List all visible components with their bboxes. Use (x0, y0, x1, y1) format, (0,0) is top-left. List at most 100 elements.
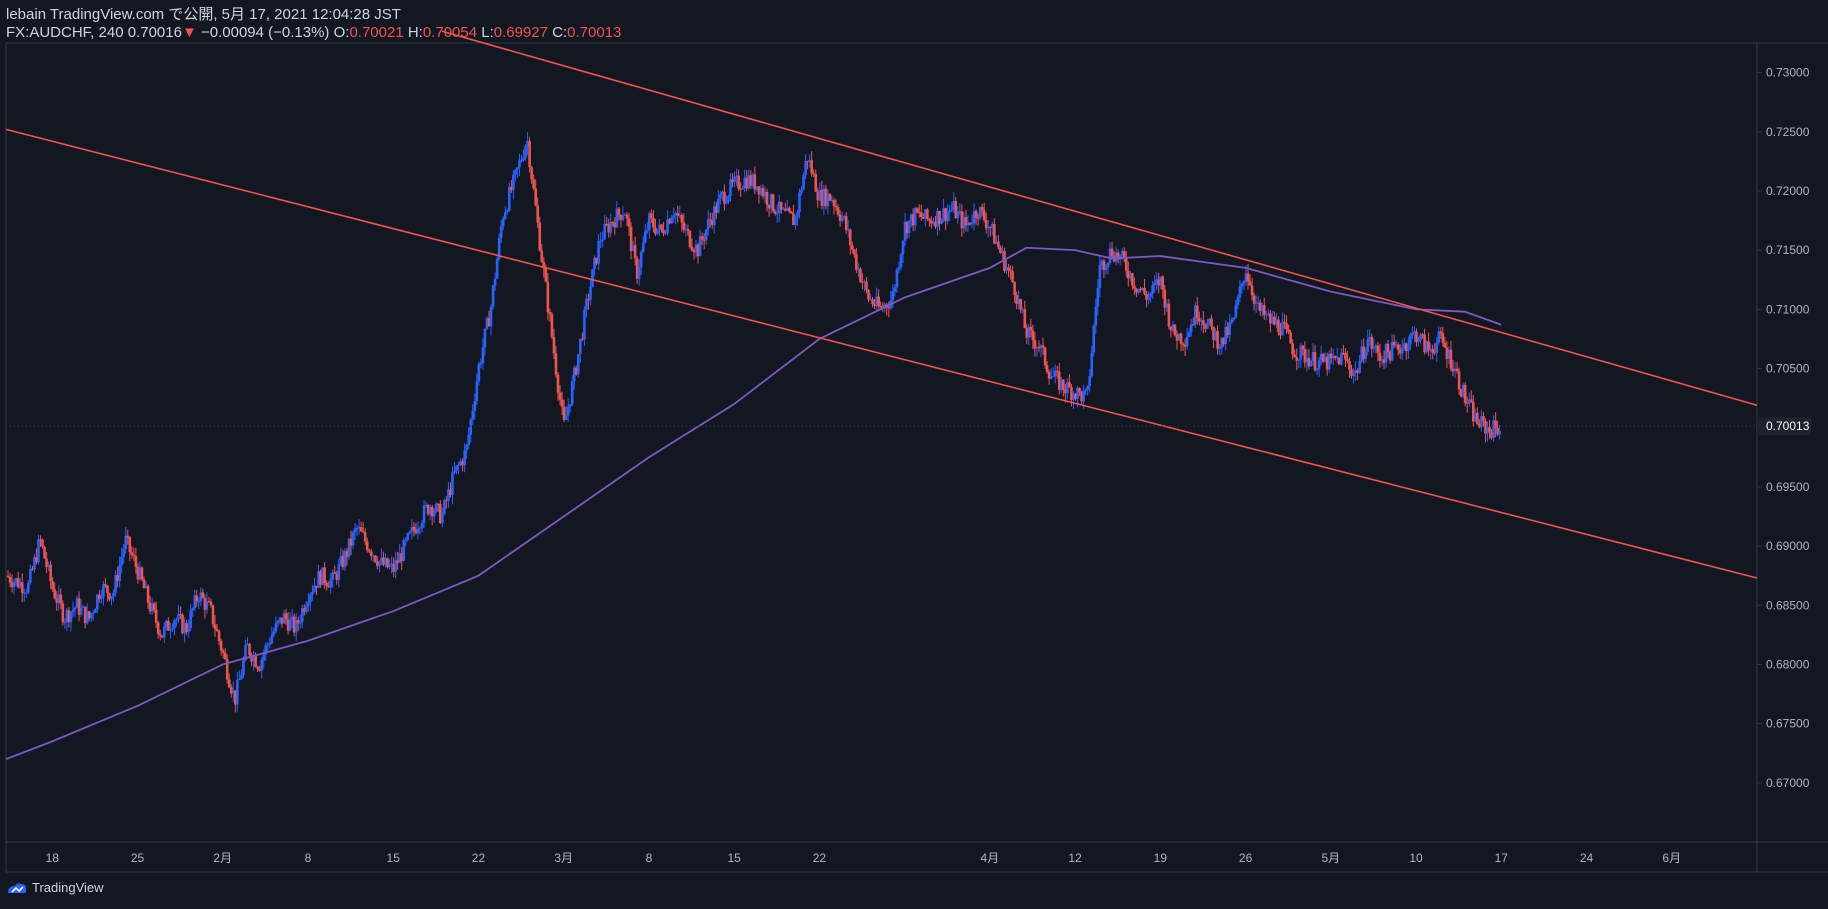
candle-body (579, 338, 582, 355)
candle-body (114, 575, 117, 593)
price-axis[interactable]: 0.73000 0.72500 0.72000 0.71500 0.71000 0.705… (1757, 66, 1811, 790)
candle-body (1283, 321, 1286, 324)
candle-body (100, 597, 103, 600)
candle-body (1315, 369, 1319, 371)
candle-body (378, 561, 381, 567)
candle-body (1305, 358, 1309, 363)
candle-body (745, 177, 749, 189)
x-tick-label: 15 (387, 851, 401, 865)
candle-body (607, 224, 611, 233)
candle-body (690, 246, 694, 251)
candle-body (1425, 341, 1428, 353)
x-tick-label: 24 (1580, 851, 1594, 865)
candle-body (329, 579, 333, 588)
candle-body (879, 306, 882, 308)
candle-body (1009, 270, 1012, 272)
candle-body (1471, 401, 1475, 422)
footer-brand[interactable]: TradingView (6, 880, 104, 895)
candle-body (891, 291, 895, 301)
candle-body (185, 623, 188, 632)
candle-body (394, 560, 397, 572)
candle-body (899, 254, 903, 268)
candle-body (930, 220, 933, 224)
candle-body (1003, 250, 1006, 271)
candle-body (988, 227, 992, 229)
candle-body (917, 212, 921, 214)
candle-body (380, 557, 383, 562)
candle-body (1465, 402, 1469, 404)
candle-body (1382, 359, 1386, 363)
candle-body (497, 237, 501, 260)
candle-body (564, 415, 568, 420)
candle-body (1114, 252, 1118, 262)
candle-body (1005, 267, 1008, 271)
candle-body (309, 594, 312, 603)
candle-body (331, 572, 335, 580)
candle-body (1108, 248, 1112, 263)
time-axis[interactable]: 18 25 2月 8 15 22 3月 8 15 22 4月 12 19 26 5月 10 17 24 6月 (46, 851, 1682, 865)
candle-body (871, 299, 874, 305)
candle-body (1137, 288, 1140, 293)
candle-body (1228, 322, 1232, 335)
candle-body (475, 381, 479, 401)
candle-body (954, 201, 958, 219)
candle-body (865, 281, 868, 291)
candle-body (1390, 341, 1394, 361)
candle-body (1478, 424, 1481, 428)
candle-body (715, 206, 718, 213)
candle-body (1104, 267, 1108, 271)
candle-body (1313, 352, 1317, 371)
candle-body (966, 222, 970, 226)
candle-body (1019, 298, 1023, 310)
candle-body (948, 210, 951, 212)
candle-body (447, 489, 450, 502)
candle-body (950, 209, 954, 211)
candle-body (767, 204, 771, 209)
x-tick-label: 22 (813, 851, 827, 865)
candle-body (1098, 265, 1102, 289)
candle-body (272, 631, 276, 636)
candle-body (1447, 349, 1451, 359)
candle-body (814, 173, 818, 192)
candle-body (646, 229, 649, 232)
candle-body (286, 619, 290, 631)
candle-body (14, 578, 18, 582)
candle-body (1068, 382, 1071, 388)
candle-body (609, 222, 613, 233)
candle-body (39, 539, 42, 541)
candle-body (1053, 370, 1057, 377)
candle-body (81, 606, 85, 608)
candle-body (355, 527, 359, 529)
candle-body (1301, 345, 1305, 350)
candle-body (173, 620, 176, 629)
candle-body (203, 597, 207, 610)
candle-body (1027, 326, 1031, 338)
candle-body (796, 211, 799, 217)
candle-body (402, 540, 406, 561)
candle-body (258, 668, 261, 671)
candle-body (1368, 336, 1372, 340)
low-label: L: (481, 24, 494, 41)
candle-body (1234, 305, 1238, 318)
candle-body (875, 296, 878, 306)
candle-body (106, 585, 109, 594)
candle-body (599, 240, 602, 242)
candle-body (1035, 347, 1039, 349)
candle-body (1250, 285, 1254, 296)
candle-body (87, 611, 91, 619)
candle-body (794, 216, 797, 226)
candle-body (836, 207, 840, 215)
candle-body (739, 188, 742, 190)
candle-body (459, 461, 462, 465)
candle-body (510, 186, 513, 191)
candle-body (1435, 342, 1439, 353)
candle-body (591, 269, 594, 288)
x-tick-label: 6月 (1662, 851, 1681, 865)
candle-body (323, 567, 326, 584)
candle-body (625, 214, 629, 219)
candle-body (1319, 353, 1323, 361)
candle-body (148, 602, 152, 612)
candle-body (654, 227, 657, 234)
candle-body (1122, 251, 1126, 259)
